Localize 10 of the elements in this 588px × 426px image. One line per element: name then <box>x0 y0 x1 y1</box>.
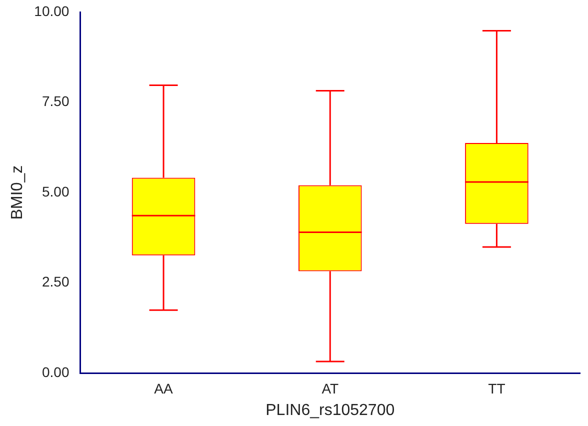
y-tick-label: 2.50 <box>42 274 70 290</box>
x-tick-label: TT <box>488 380 506 396</box>
y-tick-label: 10.00 <box>34 2 70 19</box>
y-tick-label: 0.00 <box>42 364 70 380</box>
y-tick-label: 7.50 <box>42 93 70 110</box>
x-axis-title: PLIN6_rs1052700 <box>266 402 395 419</box>
x-tick-label: AT <box>322 380 339 396</box>
y-tick-label: 5.00 <box>42 183 70 200</box>
x-tick-label: AA <box>154 380 174 396</box>
y-axis-title: BMI0_z <box>9 165 26 220</box>
